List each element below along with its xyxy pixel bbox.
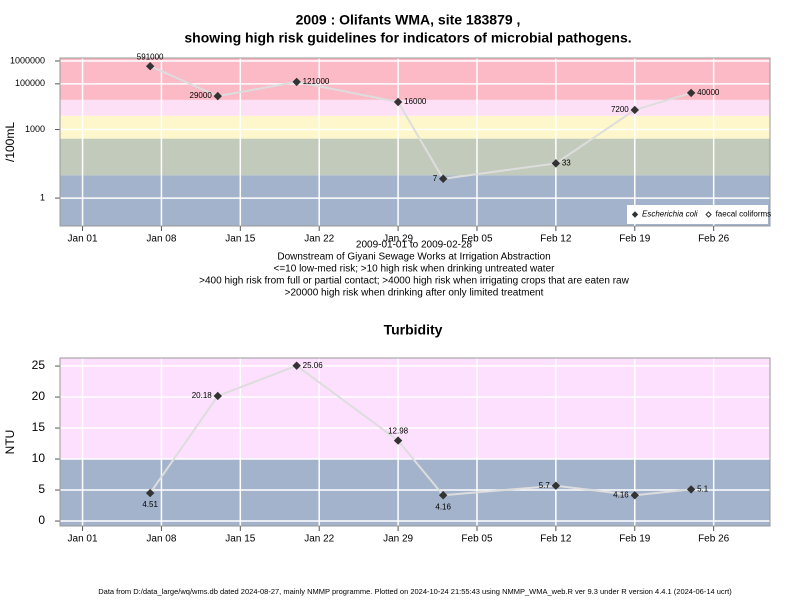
plot-frame (59, 357, 771, 527)
x-axis-label: 2009-01-01 to 2009-02-28 (356, 240, 473, 251)
x-axis-label: <=10 low-med risk; >10 high risk when dr… (274, 264, 556, 275)
risk-band (60, 115, 770, 139)
data-point (686, 88, 696, 98)
x-tick-label: Feb 05 (461, 234, 493, 245)
risk-band (60, 138, 770, 176)
legend-marker (705, 211, 712, 218)
data-point (686, 485, 696, 494)
series-line (149, 364, 692, 497)
x-tick-label: Jan 22 (304, 234, 334, 245)
x-tick-label: Feb 26 (698, 534, 730, 545)
data-point (213, 91, 222, 101)
data-point (292, 77, 301, 87)
data-point (438, 174, 448, 183)
panel-title: Turbidity (384, 322, 443, 338)
legend-box (627, 205, 768, 224)
x-tick-label: Jan 01 (68, 534, 98, 545)
x-tick-label: Feb 05 (461, 534, 493, 545)
data-point (438, 491, 448, 500)
y-tick-label: 25 (32, 358, 46, 372)
x-tick-label: Jan 08 (146, 534, 176, 545)
legend-label: faecal coliforms (716, 210, 772, 219)
data-point (551, 159, 561, 168)
data-label: 29000 (190, 91, 213, 100)
data-label: 12.98 (388, 427, 409, 436)
data-label: 40000 (697, 88, 720, 97)
data-point (630, 105, 639, 115)
title-line: 2009 : Olifants WMA, site 183879 , (296, 12, 521, 28)
y-tick-label: 100000 (15, 78, 45, 88)
data-point (393, 97, 403, 107)
x-axis-label: >20000 high risk when drinking after onl… (285, 288, 544, 299)
data-point (145, 61, 155, 71)
legend-label: Escherichia coli (642, 210, 698, 219)
risk-band (60, 58, 770, 100)
y-axis-label: /100mL (3, 122, 17, 162)
y-tick-label: 1000000 (10, 55, 45, 65)
data-label: 5.7 (539, 481, 551, 490)
series-line (149, 65, 692, 180)
data-label: 4.51 (142, 500, 158, 509)
risk-band (60, 358, 770, 460)
data-label: 20.18 (192, 391, 213, 400)
x-tick-label: Jan 15 (225, 534, 255, 545)
data-label: 25.06 (303, 361, 324, 370)
data-point (145, 488, 155, 498)
y-tick-label: 1 (40, 192, 45, 202)
x-axis-label: >400 high risk from full or partial cont… (199, 276, 629, 287)
y-axis-label: NTU (3, 430, 17, 455)
y-tick-label: 15 (32, 420, 46, 434)
data-label: 16000 (404, 97, 427, 106)
x-tick-label: Feb 19 (619, 234, 651, 245)
data-point (393, 436, 403, 445)
data-point (292, 361, 301, 370)
plot-frame (59, 57, 771, 227)
footer: Data from D:/data_large/wq/wms.db dated … (98, 587, 732, 596)
legend-marker (631, 211, 639, 218)
data-label: 5.1 (697, 485, 709, 494)
data-label: 33 (562, 158, 571, 167)
data-point (551, 481, 561, 490)
x-tick-label: Feb 26 (698, 234, 730, 245)
x-tick-label: Jan 15 (225, 234, 255, 245)
x-tick-label: Jan 29 (383, 534, 413, 545)
x-tick-label: Feb 12 (540, 534, 572, 545)
y-tick-label: 1000 (25, 124, 45, 134)
x-tick-label: Jan 01 (68, 234, 98, 245)
data-label: 121000 (303, 77, 330, 86)
data-label: 7200 (611, 105, 629, 114)
y-tick-label: 20 (32, 389, 46, 403)
x-tick-label: Jan 08 (146, 234, 176, 245)
x-tick-label: Feb 19 (619, 534, 651, 545)
risk-band (60, 99, 770, 116)
x-tick-label: Jan 22 (304, 534, 334, 545)
x-axis-label: Downstream of Giyani Sewage Works at Irr… (277, 252, 550, 263)
title-line: showing high risk guidelines for indicat… (184, 30, 631, 46)
x-tick-label: Feb 12 (540, 234, 572, 245)
data-point (630, 491, 639, 500)
y-tick-label: 0 (38, 513, 45, 527)
data-label: 4.16 (613, 490, 629, 499)
data-point (213, 391, 222, 401)
data-label: 591000 (137, 52, 164, 61)
y-tick-label: 10 (32, 451, 46, 465)
data-label: 7 (433, 174, 438, 183)
y-tick-label: 5 (38, 482, 45, 496)
data-label: 4.16 (435, 502, 451, 511)
x-tick-label: Jan 29 (383, 234, 413, 245)
